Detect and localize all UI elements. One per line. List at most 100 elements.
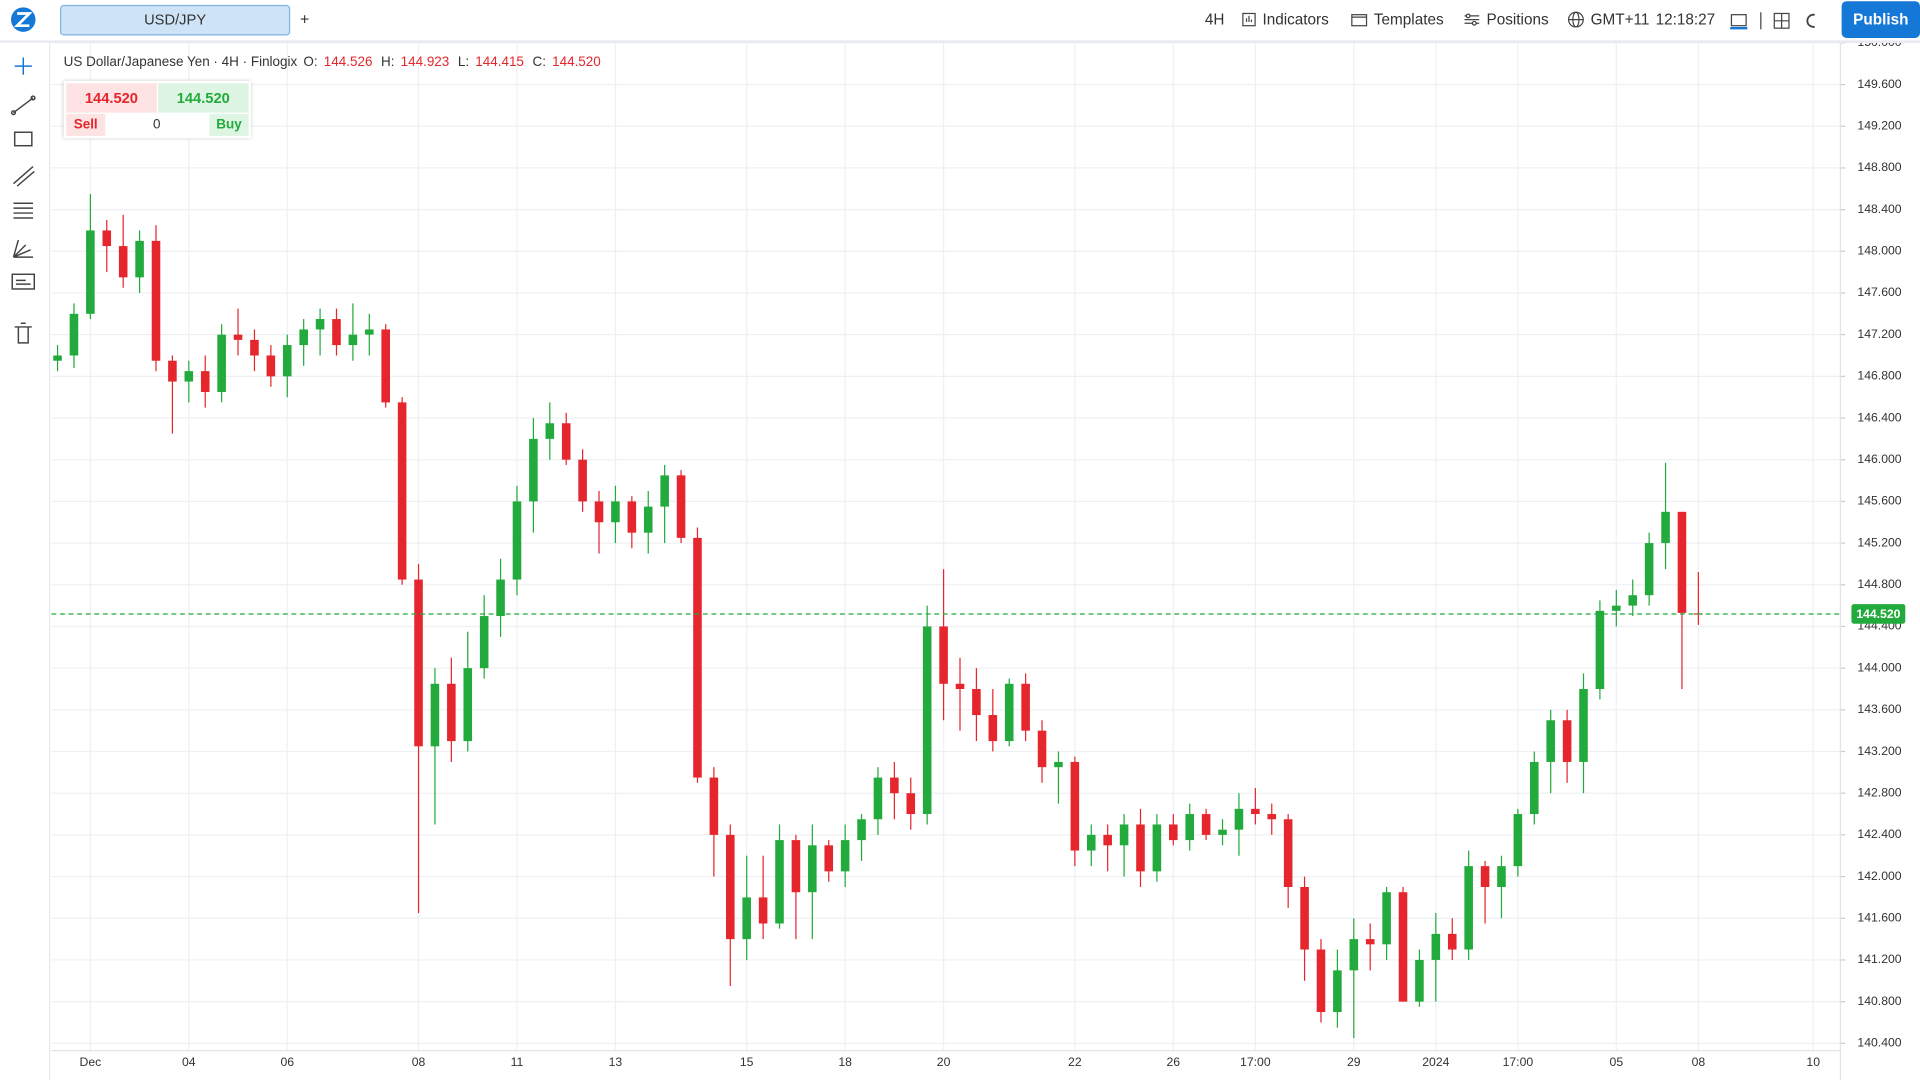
x-tick-label: 2024 [1422, 1055, 1449, 1069]
symbol-tab[interactable]: USD/JPY [60, 4, 291, 36]
candle-body [282, 345, 292, 377]
icon [1464, 13, 1480, 26]
candle-body [1070, 761, 1080, 851]
candle-body [660, 475, 669, 507]
x-tick-label: 17:00 [1240, 1055, 1271, 1069]
y-tick-label: 148.800 [1857, 160, 1901, 174]
y-tick-label: 146.400 [1857, 410, 1901, 424]
candle-body [791, 840, 801, 893]
candle-body [1054, 761, 1063, 768]
buy-button[interactable]: Buy [209, 113, 249, 136]
symbol-name: US Dollar/Japanese Yen · 4H · Finlogix [63, 55, 298, 70]
timezone-button[interactable]: GMT+11 12:18:27 [1567, 11, 1715, 28]
candle-body [758, 897, 768, 924]
candle-body [824, 845, 834, 872]
candle-body [594, 501, 604, 523]
x-tick-label: 05 [1610, 1055, 1624, 1069]
x-tick-label: 22 [1068, 1055, 1082, 1069]
candle-body [217, 334, 226, 392]
candle-body [939, 626, 948, 684]
candle-body [168, 360, 177, 382]
candle-body [1119, 824, 1129, 846]
positions-button[interactable]: Positions [1463, 11, 1549, 29]
candle-body [381, 329, 390, 403]
indicators-button[interactable]: Indicators [1242, 11, 1329, 28]
quantity-input[interactable]: 0 [152, 117, 161, 133]
y-tick-label: 140.400 [1857, 1036, 1901, 1050]
candle-body [1415, 959, 1424, 1002]
clock: 12:18:27 [1655, 11, 1716, 29]
x-tick-label: 29 [1347, 1055, 1361, 1069]
y-tick-label: 142.800 [1857, 785, 1901, 799]
candle-body [890, 777, 899, 794]
candle-body [1086, 834, 1096, 851]
logo [11, 7, 36, 32]
sell-price[interactable]: 144.520 [66, 83, 157, 113]
candle-body [1513, 814, 1523, 867]
y-tick-label: 141.200 [1857, 952, 1901, 966]
x-tick-label: 08 [412, 1055, 426, 1069]
candle-body [315, 319, 325, 330]
tool-icons [10, 57, 36, 344]
candle-body [1004, 683, 1014, 742]
candle-body [1234, 808, 1244, 830]
candle-body [332, 319, 341, 346]
candle-body [1169, 824, 1178, 841]
label: GMT+11 [1590, 11, 1650, 29]
x-tick-label: 20 [937, 1055, 951, 1069]
candle-body [1382, 892, 1391, 945]
buy-price[interactable]: 144.520 [157, 83, 249, 113]
y-tick-label: 144.800 [1857, 577, 1901, 591]
x-tick-label: 18 [838, 1055, 852, 1069]
icon [1351, 14, 1368, 27]
candle-body [1103, 834, 1112, 846]
ohlc-value: 144.415 [475, 55, 524, 70]
candle-body [1579, 688, 1588, 762]
candle-body [447, 683, 456, 742]
y-tick-label: 142.400 [1857, 827, 1901, 841]
candle-body [988, 715, 998, 742]
candle-body [561, 423, 571, 460]
interval[interactable]: 4H [1204, 11, 1225, 29]
y-tick-label: 142.000 [1857, 869, 1901, 883]
candle-body [414, 579, 423, 747]
x-tick-label: 17:00 [1503, 1055, 1534, 1069]
add-tab[interactable]: + [300, 9, 310, 29]
y-tick-label: 148.400 [1857, 202, 1901, 216]
templates-button[interactable]: Templates [1351, 11, 1444, 28]
candle-body [266, 355, 276, 377]
candle-body [1464, 866, 1473, 950]
ohlc-value: 144.526 [323, 55, 373, 70]
trade-widget: 144.520 144.520 Sell 0 Buy [63, 80, 252, 139]
label: Positions [1486, 11, 1549, 29]
y-tick-label: 145.600 [1857, 494, 1901, 508]
candle-body [726, 834, 735, 940]
x-tick-label: 04 [182, 1055, 196, 1069]
candle-body [955, 683, 965, 689]
label: Templates [1373, 11, 1444, 29]
candle-body [53, 355, 62, 361]
candle-body [250, 339, 259, 356]
candle-body [972, 688, 981, 716]
candle-body [348, 334, 358, 346]
candle-body [151, 240, 161, 361]
x-tick-label: 13 [609, 1055, 623, 1069]
publish-button[interactable]: Publish [1841, 1, 1920, 38]
candle-body [118, 246, 128, 278]
x-tick-label: 11 [511, 1055, 524, 1069]
candle-body [1365, 939, 1375, 945]
candle-body [512, 501, 522, 580]
ohlc-label: O: [303, 55, 318, 70]
candle-body [397, 402, 407, 580]
candle-body [1333, 970, 1342, 1013]
sell-button[interactable]: Sell [66, 113, 106, 136]
candle-body [709, 777, 719, 835]
candle-body [1201, 814, 1211, 835]
candle-body [1136, 824, 1145, 872]
x-tick-label: 06 [280, 1055, 294, 1069]
x-tick-label: 15 [740, 1055, 754, 1069]
candle-body [857, 819, 866, 841]
ohlc-value: 144.923 [400, 55, 450, 70]
